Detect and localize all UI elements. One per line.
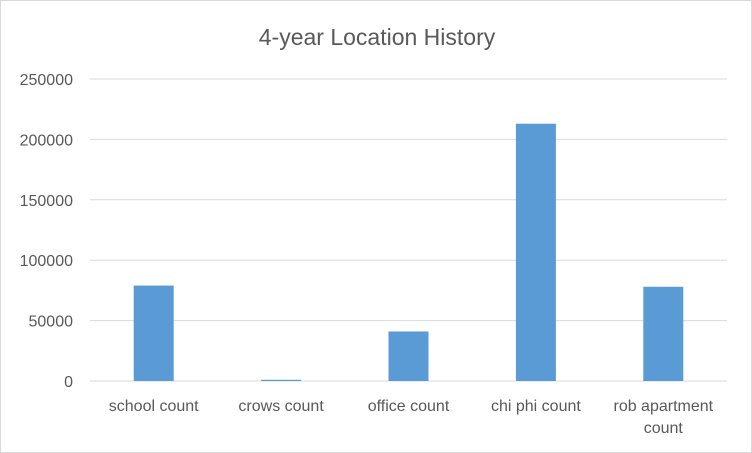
y-tick-label: 200000 [20,132,73,149]
bar [515,123,556,382]
chart-title: 4-year Location History [259,24,496,50]
bar [261,379,302,381]
x-category-label: chi phi count [491,398,581,415]
y-tick-label: 0 [64,374,73,391]
y-tick-label: 50000 [29,314,74,331]
bar [388,331,429,381]
x-category-label: crows count [238,398,324,415]
y-tick-label: 100000 [20,253,73,270]
x-category-label: office count [368,398,450,415]
x-axis-categories: school count crows count office count chi p… [109,398,714,437]
x-category-label: rob apartment count [613,398,713,437]
y-tick-label: 150000 [20,193,73,210]
bar [133,285,174,381]
bars [133,123,684,382]
y-tick-label: 250000 [20,72,73,89]
x-category-label: school count [109,398,199,415]
y-axis-ticks: 0 50000 100000 150000 200000 250000 [20,72,73,391]
bar [643,286,684,381]
gridlines [90,78,727,382]
